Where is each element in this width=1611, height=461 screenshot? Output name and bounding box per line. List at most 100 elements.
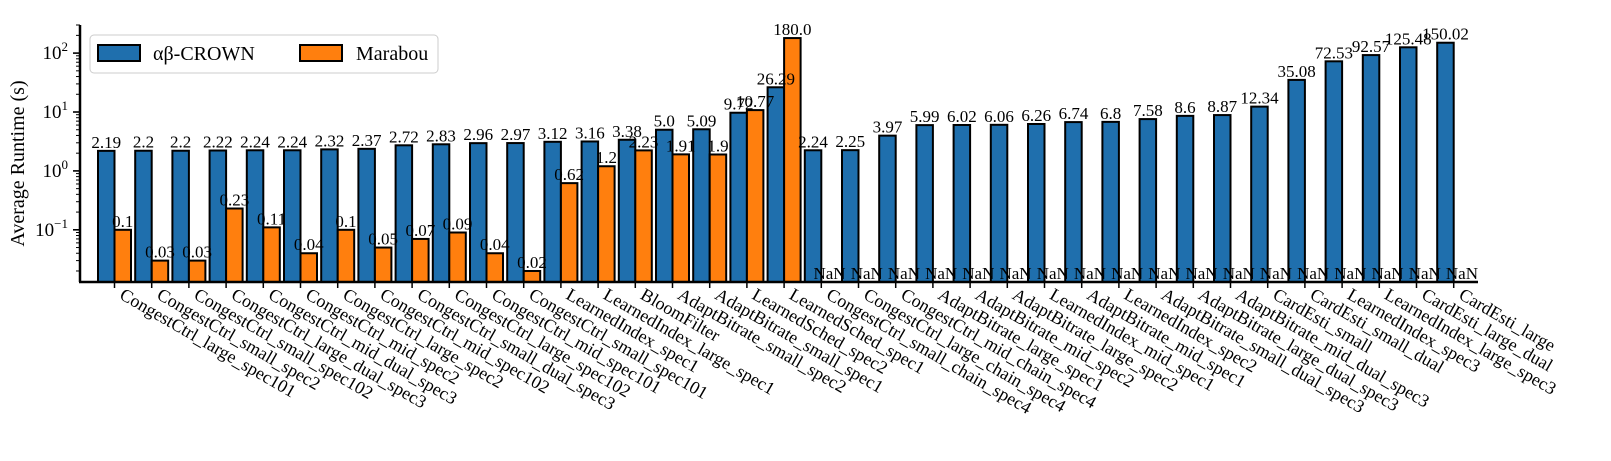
- bar-label-abcrown: 2.24: [240, 132, 270, 151]
- legend: αβ-CROWN Marabou: [89, 34, 439, 74]
- y-ticks: 10−1 100 101 102: [35, 24, 80, 272]
- bar-label-marabou: 0.04: [480, 235, 510, 254]
- bar-marabou: [559, 182, 579, 283]
- bar-label-abcrown: 3.38: [612, 122, 642, 141]
- bar-label-abcrown: 6.06: [984, 107, 1014, 126]
- bar-marabou: [448, 231, 467, 284]
- bar-label-marabou-nan: NaN: [962, 264, 994, 283]
- bar-label-abcrown: 3.16: [575, 123, 605, 142]
- bars: [97, 37, 1455, 284]
- bar-value-labels: 2.19 0.1 2.2 0.03 2.2 0.03 2.22 0.23 2.24 0.11 2.2…: [91, 20, 1478, 283]
- bar-label-abcrown: 3.12: [538, 124, 568, 143]
- bar-abcrown: [357, 147, 376, 283]
- bar-label-abcrown: 2.37: [352, 131, 382, 150]
- bar-abcrown: [1250, 105, 1269, 283]
- bar-label-marabou: 0.07: [405, 221, 435, 240]
- bar-abcrown: [1287, 78, 1306, 283]
- y-tick-label: 102: [43, 39, 69, 64]
- bar-label-marabou-nan: NaN: [1409, 264, 1441, 283]
- bar-label-abcrown: 2.22: [203, 133, 233, 152]
- bar-label-abcrown: 2.97: [501, 125, 531, 144]
- bar-label-abcrown: 2.19: [91, 133, 121, 152]
- bar-label-abcrown: 2.24: [277, 132, 307, 151]
- bar-marabou: [597, 165, 616, 283]
- bar-abcrown: [431, 143, 451, 283]
- bar-abcrown: [394, 144, 414, 283]
- bar-abcrown: [915, 124, 934, 284]
- bar-label-abcrown: 125.48: [1385, 29, 1432, 48]
- bar-label-marabou: 10.77: [736, 92, 775, 111]
- bar-label-abcrown: 6.02: [947, 107, 977, 126]
- bar-label-marabou-nan: NaN: [1446, 264, 1478, 283]
- bar-label-marabou: 0.03: [145, 243, 175, 262]
- bar-label-marabou: 0.09: [443, 215, 473, 234]
- bar-abcrown: [1324, 60, 1344, 283]
- bar-label-abcrown: 2.96: [463, 125, 493, 144]
- bar-label-marabou: 0.04: [294, 235, 324, 254]
- bar-label-abcrown: 6.8: [1100, 104, 1121, 123]
- bar-abcrown: [1399, 46, 1418, 284]
- bar-marabou: [671, 153, 690, 283]
- bar-label-marabou: 0.02: [517, 253, 547, 272]
- bar-label-marabou-nan: NaN: [1148, 264, 1180, 283]
- bar-abcrown: [171, 149, 190, 283]
- y-tick-label: 100: [43, 157, 69, 182]
- bar-label-marabou: 1.9: [707, 136, 728, 155]
- bar-abcrown: [134, 149, 153, 283]
- bar-label-abcrown: 2.72: [389, 127, 419, 146]
- bar-label-abcrown: 7.58: [1133, 101, 1163, 120]
- bar-label-abcrown: 2.25: [835, 132, 865, 151]
- y-tick-label: 101: [43, 98, 69, 123]
- legend-box: [89, 34, 439, 74]
- bar-abcrown: [1138, 118, 1158, 283]
- bar-marabou: [708, 153, 728, 283]
- x-tick-labels: CongestCtrl_large_spec101CongestCtrl_sma…: [113, 282, 1560, 418]
- bar-abcrown: [878, 134, 897, 283]
- bar-label-marabou-nan: NaN: [813, 264, 845, 283]
- bar-label-marabou: 0.23: [219, 191, 249, 210]
- bar-marabou: [299, 252, 318, 284]
- bar-marabou: [336, 228, 356, 284]
- bar-label-abcrown: 12.34: [1240, 89, 1279, 108]
- bar-label-abcrown: 8.6: [1174, 98, 1195, 117]
- bar-marabou: [634, 149, 653, 283]
- bar-label-abcrown: 5.0: [654, 112, 675, 131]
- bar-label-abcrown: 92.57: [1352, 37, 1391, 56]
- bar-label-abcrown: 5.99: [910, 107, 940, 126]
- bar-abcrown: [1436, 41, 1455, 284]
- bar-label-abcrown: 8.87: [1207, 97, 1237, 116]
- bar-marabou: [225, 207, 244, 284]
- bar-label-abcrown: 2.2: [133, 133, 154, 152]
- bar-abcrown: [989, 123, 1009, 283]
- bar-label-marabou: 1.2: [596, 148, 617, 167]
- bar-marabou: [373, 246, 393, 283]
- bar-label-abcrown: 6.74: [1059, 104, 1089, 123]
- bar-label-abcrown: 2.24: [798, 132, 828, 151]
- bar-marabou: [113, 228, 132, 284]
- bar-abcrown: [766, 86, 786, 283]
- bar-label-abcrown: 9.72: [724, 95, 754, 114]
- bar-label-marabou: 0.11: [257, 209, 286, 228]
- bar-abcrown: [1361, 54, 1381, 284]
- bar-label-marabou-nan: NaN: [925, 264, 957, 283]
- bar-label-abcrown: 35.08: [1278, 62, 1316, 81]
- bar-label-abcrown: 26.29: [757, 69, 795, 88]
- bar-label-marabou: 0.1: [335, 212, 356, 231]
- bar-abcrown: [208, 149, 228, 283]
- bar-label-marabou: 0.1: [112, 212, 133, 231]
- bar-label-marabou: 2.23: [629, 132, 659, 151]
- bar-label-abcrown: 5.09: [687, 111, 717, 130]
- bar-label-abcrown: 6.26: [1021, 106, 1051, 125]
- bar-label-abcrown: 2.32: [315, 131, 345, 150]
- bar-marabou: [150, 259, 170, 284]
- y-tick-label: 10−1: [35, 216, 68, 241]
- bar-label-abcrown: 72.53: [1315, 43, 1353, 62]
- bar-abcrown: [283, 149, 302, 283]
- bar-label-marabou-nan: NaN: [1185, 264, 1217, 283]
- bar-marabou: [522, 269, 542, 284]
- bar-abcrown: [1175, 114, 1195, 283]
- legend-swatch-abcrown: [97, 44, 141, 62]
- bar-label-abcrown: 2.2: [170, 133, 191, 152]
- bar-abcrown: [469, 142, 488, 283]
